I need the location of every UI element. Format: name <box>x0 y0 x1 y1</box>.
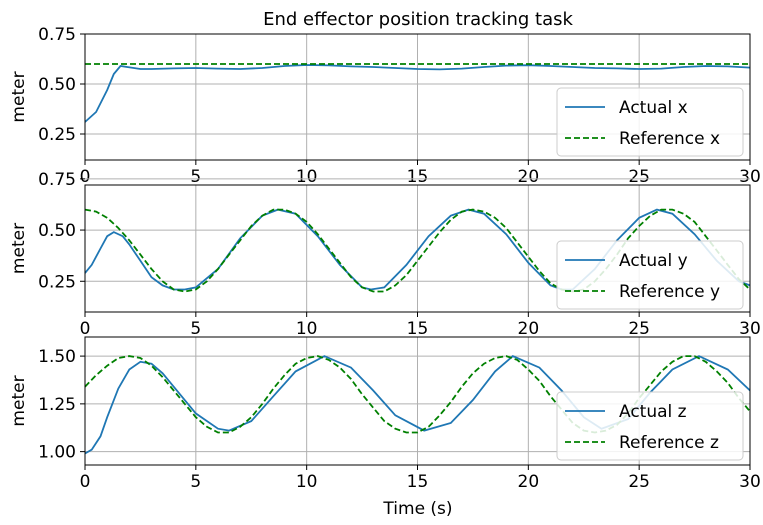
legend-label: Actual x <box>619 98 688 118</box>
plot-panel-2: 0 5 10 15 20 25 30 0.25 0.50 0.75 meter Actual y Ref… <box>9 170 761 339</box>
x-tick-label: 15 <box>407 472 429 492</box>
plot-panel-3: 0 5 10 15 20 25 30 1.00 1.25 1.50 meter Actual z Ref… <box>9 336 761 492</box>
y-tick-label: 0.75 <box>38 170 76 190</box>
legend-box <box>556 87 744 157</box>
plot-frame <box>84 184 751 313</box>
legend-box <box>556 391 744 461</box>
plot-frame <box>84 33 751 161</box>
legend-label: Reference y <box>619 282 720 302</box>
x-tick-label: 30 <box>739 472 761 492</box>
legend-label: Actual z <box>619 402 687 422</box>
plot-frame <box>84 336 751 466</box>
x-tick-label: 25 <box>628 319 650 339</box>
legend-label: Reference x <box>619 129 720 149</box>
series-line-actual-x <box>84 64 751 123</box>
legend: Actual y Reference y <box>556 240 744 310</box>
legend-box <box>556 240 744 310</box>
x-tick-label: 25 <box>628 472 650 492</box>
x-tick-label: 15 <box>407 319 429 339</box>
y-axis-label: meter <box>9 375 29 426</box>
x-axis-label: Time (s) <box>382 499 452 519</box>
y-tick-label: 1.25 <box>38 395 76 415</box>
chart-title: End effector position tracking task <box>263 9 573 30</box>
series-line-reference-y <box>84 208 751 293</box>
x-tick-label: 20 <box>518 472 540 492</box>
y-tick-label: 0.25 <box>38 272 76 292</box>
x-tick-label: 20 <box>518 319 540 339</box>
x-tick-label: 5 <box>190 472 201 492</box>
legend-label: Actual y <box>619 251 688 271</box>
y-tick-label: 1.50 <box>38 347 76 367</box>
legend-label: Reference z <box>619 433 719 453</box>
plot-panel-1: 0 5 10 15 20 25 30 0.25 0.50 0.75 meter Actual x Ref… <box>9 25 761 187</box>
y-tick-label: 0.75 <box>38 25 76 45</box>
series-line-actual-y <box>84 208 751 291</box>
x-tick-label: 5 <box>190 167 201 187</box>
y-tick-label: 1.00 <box>38 443 76 463</box>
y-tick-label: 0.50 <box>38 221 76 241</box>
x-tick-label: 0 <box>80 319 91 339</box>
y-tick-label: 0.50 <box>38 75 76 95</box>
y-tick-label: 0.25 <box>38 125 76 145</box>
x-tick-label: 10 <box>296 167 318 187</box>
x-tick-label: 5 <box>190 319 201 339</box>
y-axis-label: meter <box>9 71 29 122</box>
legend: Actual x Reference x <box>556 87 744 157</box>
x-tick-label: 25 <box>628 167 650 187</box>
x-tick-label: 0 <box>80 167 91 187</box>
x-tick-label: 10 <box>296 319 318 339</box>
y-axis-label: meter <box>9 223 29 274</box>
x-tick-label: 15 <box>407 167 429 187</box>
x-tick-label: 10 <box>296 472 318 492</box>
x-tick-label: 30 <box>739 167 761 187</box>
x-tick-label: 20 <box>518 167 540 187</box>
series-line-reference-z <box>84 355 751 434</box>
x-tick-label: 0 <box>80 472 91 492</box>
x-tick-label: 30 <box>739 319 761 339</box>
legend: Actual z Reference z <box>556 391 744 461</box>
